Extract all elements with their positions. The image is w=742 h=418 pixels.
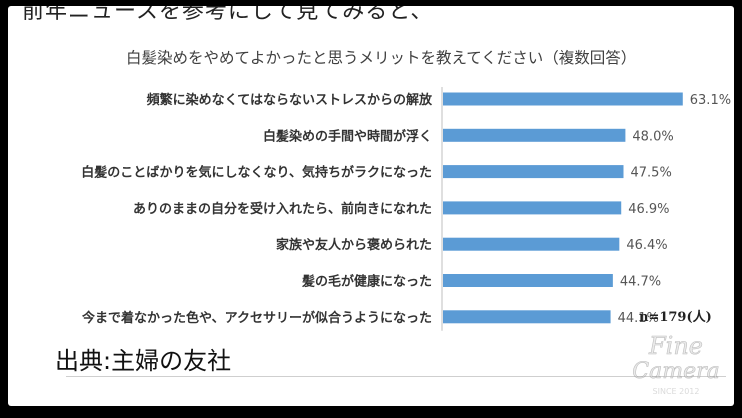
fine-camera-watermark: Fine Camera SINCE 2012 bbox=[632, 332, 720, 396]
bar bbox=[443, 201, 622, 215]
bar bbox=[443, 237, 620, 251]
source-label: 出典:主婦の友社 bbox=[55, 347, 232, 375]
divider bbox=[66, 376, 726, 377]
slide: 前年ニュースを参考にして見てみると、 白髪染めをやめてよかったと思うメリットを教… bbox=[8, 6, 734, 406]
watermark-line2: Camera bbox=[632, 359, 719, 384]
category-label: 今まで着なかった色や、アクセサリーが似合うようになった bbox=[81, 310, 432, 326]
sample-size-note: n=179(人) bbox=[639, 310, 712, 325]
bar bbox=[443, 92, 683, 106]
bar bbox=[443, 274, 613, 287]
category-label: ありのままの自分を受け入れたら、前向きになれた bbox=[133, 201, 432, 217]
data-label: 47.5% bbox=[631, 166, 672, 181]
watermark-line3: SINCE 2012 bbox=[653, 387, 700, 396]
watermark-line1: Fine bbox=[648, 332, 703, 360]
data-label: 48.0% bbox=[632, 129, 673, 144]
data-label: 46.4% bbox=[626, 238, 667, 253]
category-label: 頻繁に染めなくてはならないストレスからの解放 bbox=[147, 92, 433, 108]
category-label: 髪の毛が健康になった bbox=[301, 274, 432, 290]
bar bbox=[443, 165, 624, 179]
data-label: 44.7% bbox=[620, 275, 661, 290]
chart-bars-layer bbox=[443, 92, 683, 324]
slide-heading-partial: 前年ニュースを参考にして見てみると、 bbox=[22, 6, 434, 24]
category-label: 白髪染めの手間や時間が浮く bbox=[263, 128, 432, 144]
data-label: 44.1% bbox=[618, 311, 659, 326]
chart-title: 白髪染めをやめてよかったと思うメリットを教えてください（複数回答） bbox=[126, 49, 637, 67]
data-label: 46.9% bbox=[628, 202, 669, 217]
chart-labels-layer: 頻繁に染めなくてはならないストレスからの解放 63.1% 白髪染めの手間や時間が浮く… bbox=[81, 92, 731, 326]
bar bbox=[443, 128, 626, 142]
category-label: 白髪のことばかりを気にしなくなり、気持ちがラクになった bbox=[81, 165, 432, 181]
bar-chart: 頻繁に染めなくてはならないストレスからの解放 63.1% 白髪染めの手間や時間が浮く… bbox=[81, 87, 731, 331]
category-label: 家族や友人から褒められた bbox=[276, 237, 432, 253]
bar bbox=[443, 310, 611, 324]
data-label: 63.1% bbox=[690, 93, 731, 108]
